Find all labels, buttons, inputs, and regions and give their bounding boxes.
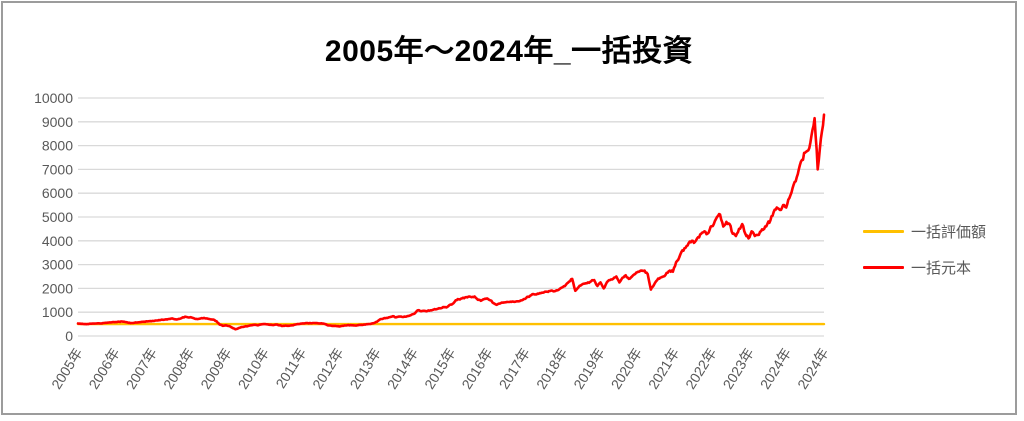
svg-text:2020年: 2020年 <box>608 345 645 392</box>
series-principal-line[interactable] <box>76 113 826 331</box>
svg-text:2014年: 2014年 <box>384 345 421 392</box>
legend-swatch-principal-icon <box>863 265 904 269</box>
svg-text:2023年: 2023年 <box>719 345 756 392</box>
legend: 一括評価額 一括元本 <box>863 219 986 279</box>
chart-border <box>1 1 1017 415</box>
gridlines <box>78 97 824 337</box>
svg-text:4000: 4000 <box>42 233 73 249</box>
svg-text:2005年: 2005年 <box>48 345 85 392</box>
svg-text:1000: 1000 <box>42 304 73 320</box>
svg-text:2010年: 2010年 <box>235 345 272 392</box>
svg-text:2000: 2000 <box>42 280 73 296</box>
svg-text:6000: 6000 <box>42 185 73 201</box>
legend-item-valuation[interactable]: 一括評価額 <box>863 219 986 243</box>
svg-text:2009年: 2009年 <box>197 345 234 392</box>
svg-text:7000: 7000 <box>42 161 73 177</box>
svg-text:2016年: 2016年 <box>458 345 495 392</box>
svg-text:2013年: 2013年 <box>346 345 383 392</box>
svg-text:2022年: 2022年 <box>682 345 719 392</box>
svg-text:10000: 10000 <box>34 90 73 106</box>
svg-text:2007年: 2007年 <box>123 345 160 392</box>
svg-text:2006年: 2006年 <box>85 345 122 392</box>
chart-title: 2005年～2024年_一括投資 <box>324 35 694 68</box>
svg-text:2024年: 2024年 <box>757 345 794 392</box>
svg-text:2021年: 2021年 <box>645 345 682 392</box>
svg-text:2017年: 2017年 <box>496 345 533 392</box>
svg-text:0: 0 <box>65 328 73 344</box>
svg-text:2011年: 2011年 <box>272 345 309 391</box>
x-axis-labels: 2005年 2006年 2007年 2008年 2009年 2010年 2011年 2012年… <box>48 345 831 392</box>
legend-label-principal: 一括元本 <box>911 259 972 277</box>
svg-text:2018年: 2018年 <box>533 345 570 392</box>
svg-text:2012年: 2012年 <box>309 345 346 392</box>
svg-text:2019年: 2019年 <box>570 345 607 392</box>
svg-text:2024年: 2024年 <box>794 345 831 392</box>
svg-text:5000: 5000 <box>42 209 73 225</box>
legend-item-principal[interactable]: 一括元本 <box>863 255 986 279</box>
legend-label-valuation: 一括評価額 <box>911 223 987 241</box>
svg-text:2008年: 2008年 <box>160 345 197 392</box>
svg-text:9000: 9000 <box>42 114 73 130</box>
svg-text:3000: 3000 <box>42 257 73 273</box>
legend-swatch-valuation-icon <box>863 229 904 233</box>
y-axis-labels: 0 1000 2000 3000 4000 5000 6000 7000 8000 9000 100… <box>34 90 73 344</box>
svg-text:2015年: 2015年 <box>421 345 458 392</box>
svg-text:8000: 8000 <box>42 138 73 154</box>
